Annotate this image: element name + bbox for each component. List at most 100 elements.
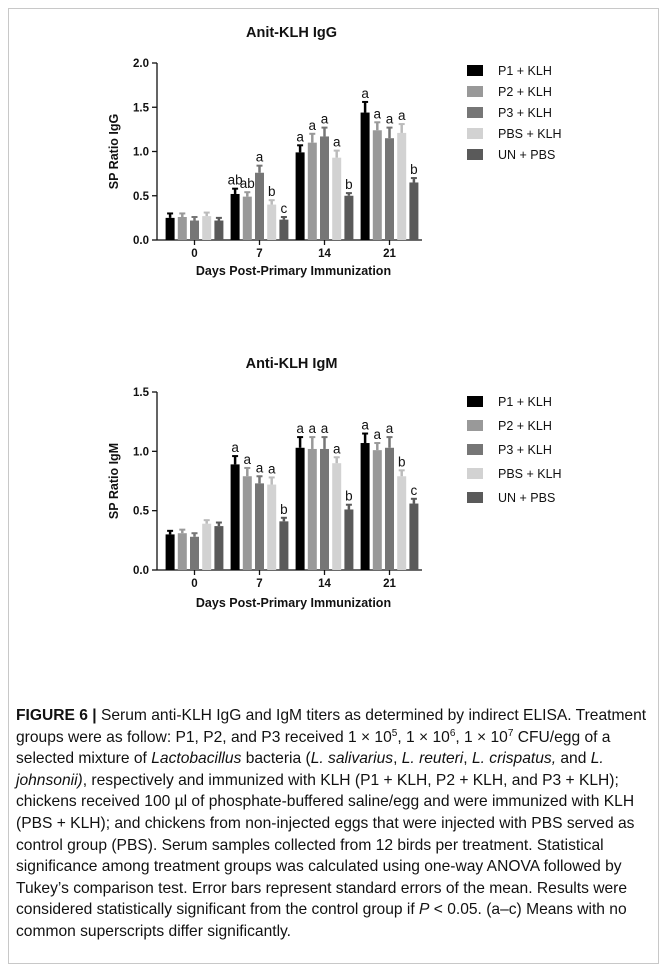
y-tick-label: 0.5 — [133, 191, 150, 203]
caption-part: Lactobacillus — [151, 750, 242, 768]
bar — [202, 216, 212, 240]
bar — [190, 536, 199, 570]
significance-letter: c — [281, 201, 288, 216]
legend-label: PBS + KLH — [498, 467, 562, 481]
bar — [177, 216, 187, 240]
bar — [344, 509, 354, 570]
bar — [409, 503, 419, 570]
bar — [255, 172, 264, 240]
bar — [397, 132, 407, 240]
significance-letter: a — [374, 427, 382, 442]
legend-swatch — [467, 396, 483, 407]
significance-letter: a — [296, 421, 304, 436]
bar — [165, 534, 175, 570]
y-tick-label: 1.0 — [133, 446, 149, 458]
legend-swatch — [467, 468, 483, 479]
bar — [165, 217, 175, 240]
significance-letter: a — [333, 441, 341, 456]
y-tick-label: 0.5 — [133, 506, 150, 518]
caption-part: and — [556, 750, 591, 768]
caption-text: Serum anti-KLH IgG and IgM titers as det… — [16, 707, 646, 940]
significance-letter: a — [321, 112, 329, 127]
x-tick-label: 7 — [256, 578, 262, 590]
significance-letter: a — [268, 461, 276, 476]
significance-letter: a — [361, 418, 369, 433]
significance-letter: b — [345, 489, 353, 504]
significance-letter: b — [268, 184, 276, 199]
y-tick-label: 0.0 — [133, 565, 149, 577]
caption-part: CFU/egg of a selected mixture of — [16, 728, 611, 768]
bar — [267, 484, 277, 570]
bar — [242, 196, 252, 240]
significance-letter: a — [386, 421, 394, 436]
caption-part: 7 — [507, 727, 514, 739]
y-tick-label: 1.0 — [133, 147, 149, 159]
x-tick-label: 0 — [191, 248, 197, 260]
bar — [279, 521, 289, 570]
caption-part: L. johnsonii) — [16, 750, 604, 789]
bar — [242, 476, 252, 570]
legend-label: P1 + KLH — [498, 395, 552, 409]
bar — [320, 448, 329, 570]
legend-swatch — [467, 128, 483, 139]
bar — [230, 193, 240, 240]
bar — [190, 220, 199, 240]
caption-part: P — [419, 901, 430, 919]
significance-letter: a — [374, 106, 382, 121]
caption-part: , — [393, 750, 402, 768]
significance-letter: a — [256, 460, 264, 475]
significance-letter: ab — [240, 176, 255, 191]
significance-letter: a — [321, 421, 329, 436]
bar — [409, 182, 419, 240]
significance-letter: a — [386, 112, 394, 127]
significance-letter: ab — [228, 173, 243, 188]
bar — [295, 447, 305, 570]
caption-part: L. crispatus, — [471, 750, 557, 768]
bar — [230, 464, 240, 570]
bar — [214, 526, 224, 570]
bar — [295, 152, 305, 240]
x-tick-label: 0 — [191, 578, 197, 590]
caption-part: Serum anti-KLH IgG and IgM titers as det… — [16, 707, 647, 746]
significance-letter: a — [361, 86, 369, 101]
caption-part: 6 — [449, 727, 456, 739]
y-axis-label: SP Ratio IgM — [107, 443, 121, 519]
caption-part: , respectively and immunized with KLH (P… — [16, 771, 635, 919]
legend-swatch — [467, 86, 483, 97]
chart-title: Anti-KLH IgM — [246, 356, 338, 372]
legend-swatch — [467, 420, 483, 431]
bar — [307, 142, 317, 240]
legend-label: UN + PBS — [498, 491, 555, 505]
significance-letter: a — [333, 135, 341, 150]
legend-label: P2 + KLH — [498, 419, 552, 433]
significance-letter: a — [309, 421, 317, 436]
legend-label: P2 + KLH — [498, 85, 552, 99]
bar — [214, 220, 224, 240]
legend-swatch — [467, 107, 483, 118]
bar — [360, 443, 370, 570]
caption-label: FIGURE 6 | — [16, 707, 97, 724]
y-tick-label: 1.5 — [133, 387, 150, 399]
legend-swatch — [467, 492, 483, 503]
legend-label: PBS + KLH — [498, 127, 562, 141]
caption-part: L. reuteri — [401, 750, 464, 768]
igg-chart: Anit-KLH IgG 0.0 0.5 1.0 1.5 2.0 SP Ratio IgG 0… — [107, 25, 562, 278]
caption-part: , 1 × 10 — [397, 728, 450, 746]
bar — [332, 157, 342, 240]
legend-label: UN + PBS — [498, 148, 555, 162]
significance-letter: c — [411, 483, 418, 498]
significance-letter: a — [231, 440, 239, 455]
caption-part: , — [463, 750, 472, 768]
bar — [397, 476, 407, 570]
bar — [202, 523, 212, 570]
caption-part: , 1 × 10 — [455, 728, 508, 746]
x-axis-label: Days Post-Primary Immunization — [196, 596, 391, 610]
caption-part: L. salivarius — [310, 750, 394, 768]
bar — [279, 219, 289, 240]
bar — [332, 463, 342, 570]
x-axis-label: Days Post-Primary Immunization — [196, 264, 391, 278]
chart-title: Anit-KLH IgG — [246, 25, 337, 41]
significance-letter: a — [296, 129, 304, 144]
legend-label: P1 + KLH — [498, 64, 552, 78]
